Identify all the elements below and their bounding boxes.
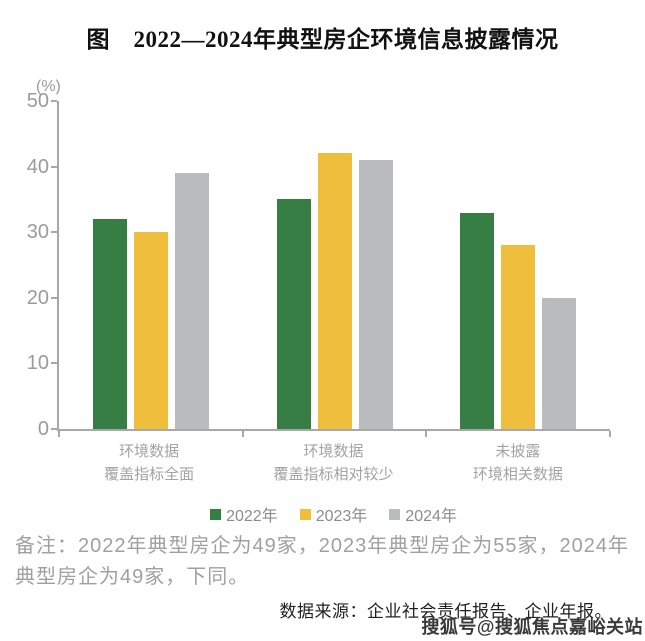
bar-2022年-group1 bbox=[92, 219, 127, 429]
source-text: 数据来源：企业社会责任报告、企业年报。 bbox=[279, 602, 612, 621]
legend-swatch-icon bbox=[210, 508, 222, 520]
bar-2022年-group2 bbox=[276, 199, 311, 429]
bar-2022年-group3 bbox=[460, 212, 495, 429]
y-tick-label-50: 50 bbox=[26, 90, 49, 112]
plot-area: 0 10 20 30 40 50 bbox=[27, 91, 611, 439]
bar-2023年-group2 bbox=[317, 153, 352, 429]
x-axis-labels: 环境数据 覆盖指标全面 环境数据 覆盖指标相对较少 未披露 环境相关数据 bbox=[57, 440, 610, 486]
chart-title: 图 2022—2024年典型房企环境信息披露情况 bbox=[86, 27, 559, 52]
bar-2023年-group3 bbox=[501, 245, 536, 429]
x-tick-mark bbox=[609, 431, 611, 437]
y-tick-label-0: 0 bbox=[37, 418, 49, 440]
x-tick-mark bbox=[425, 431, 428, 437]
x-category-label-1: 环境数据 覆盖指标全面 bbox=[104, 443, 195, 483]
y-tick-mark bbox=[51, 428, 57, 430]
y-tick-label-30: 30 bbox=[26, 221, 49, 244]
x-tick-mark bbox=[241, 431, 244, 437]
legend-item-2024年: 2024年 bbox=[389, 502, 457, 526]
x-category-label-2: 环境数据 覆盖指标相对较少 bbox=[273, 443, 394, 483]
legend-label: 2022年 bbox=[226, 508, 278, 525]
bar-groups bbox=[59, 101, 610, 429]
y-tick-mark bbox=[51, 231, 57, 234]
note-text: 备注：2022年典型房企为49家，2023年典型房企为55家，2024年典型房企… bbox=[15, 535, 629, 588]
x-category-label-3: 未披露 环境相关数据 bbox=[472, 443, 563, 483]
y-tick-mark bbox=[51, 362, 57, 365]
y-axis-unit-label: (%) bbox=[36, 78, 61, 95]
legend-label: 2024年 bbox=[405, 508, 457, 525]
legend-item-2022年: 2022年 bbox=[210, 502, 278, 526]
bar-2024年-group1 bbox=[174, 173, 209, 429]
y-tick-label-10: 10 bbox=[26, 352, 49, 375]
watermark-text: 搜狐号@搜狐焦点嘉峪关站 bbox=[421, 617, 643, 637]
bar-group-1 bbox=[59, 101, 243, 429]
y-tick-mark bbox=[51, 165, 57, 168]
y-tick-label-40: 40 bbox=[26, 155, 49, 178]
bar-2024年-group3 bbox=[542, 297, 577, 429]
y-tick-mark bbox=[51, 296, 57, 299]
bar-2023年-group1 bbox=[133, 232, 168, 429]
y-tick-label-20: 20 bbox=[26, 286, 49, 309]
bar-group-2 bbox=[243, 101, 427, 429]
legend: 2022年 2023年 2024年 bbox=[57, 502, 610, 526]
legend-label: 2023年 bbox=[315, 508, 368, 525]
y-tick-mark bbox=[51, 100, 57, 102]
bar-group-3 bbox=[426, 101, 610, 429]
legend-swatch-icon bbox=[389, 508, 401, 520]
legend-swatch-icon bbox=[299, 508, 311, 520]
legend-item-2023年: 2023年 bbox=[299, 502, 368, 526]
x-tick-mark bbox=[58, 431, 60, 437]
bar-2024年-group2 bbox=[358, 160, 393, 429]
